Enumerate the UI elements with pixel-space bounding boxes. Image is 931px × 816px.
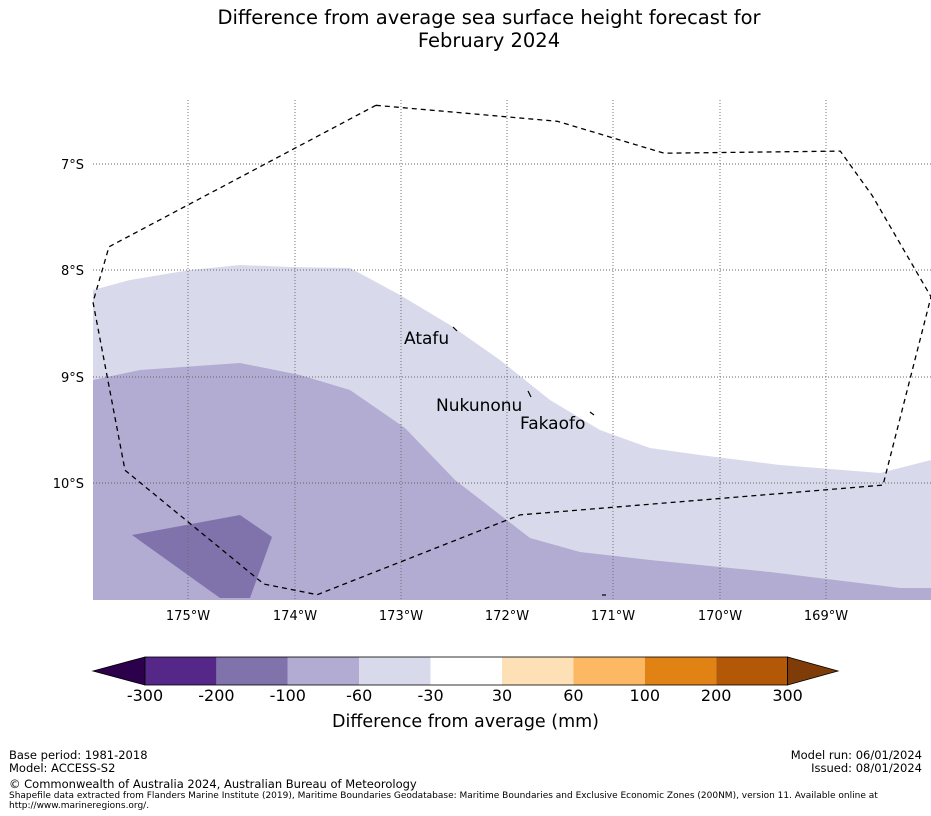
lon-label: 172°W [485, 609, 529, 624]
fakaofo-outline [589, 411, 595, 416]
colorbar-segment [502, 657, 574, 685]
footer-source-line-1: Shapefile data extracted from Flanders M… [9, 791, 878, 801]
lat-label: 9°S [61, 371, 84, 386]
nukunonu-outline [527, 390, 532, 398]
place-label-nukunonu: Nukunonu [436, 396, 522, 416]
island-outlines [452, 326, 606, 596]
colorbar-segment [716, 657, 788, 685]
colorbar-min-extension [91, 656, 146, 686]
footer-base-period: Base period: 1981-2018 [9, 748, 148, 762]
place-label-fakaofo: Fakaofo [520, 414, 585, 434]
anomaly-region-minus-100-to-minus-200 [132, 515, 272, 598]
colorbar-tick-label: -100 [269, 686, 306, 705]
colorbar-tick-label: 60 [563, 686, 584, 705]
title-line-1: Difference from average sea surface heig… [217, 6, 761, 29]
lon-label: 175°W [166, 609, 210, 624]
colorbar-tick-label: 100 [629, 686, 661, 705]
lat-label: 7°S [61, 158, 84, 173]
colorbar-segment [359, 657, 431, 685]
lon-label: 169°W [804, 609, 848, 624]
footer-model-run: Model run: 06/01/2024 [790, 748, 922, 762]
colorbar-outline [144, 656, 788, 686]
colorbar-tick-label: -60 [346, 686, 373, 705]
colorbar-title: Difference from average (mm) [331, 712, 600, 732]
footer-source-line-2: http://www.marineregions.org/. [9, 801, 150, 811]
colorbar-segment [216, 657, 288, 685]
colorbar-tick-label: -200 [198, 686, 235, 705]
colorbar-tick-label: -300 [126, 686, 164, 705]
colorbar-segment [287, 657, 360, 685]
footer-issued: Issued: 08/01/2024 [811, 761, 922, 775]
colorbar-segment [430, 657, 502, 685]
lat-label: 10°S [53, 477, 84, 492]
map-title: Difference from average sea surface heig… [0, 6, 931, 52]
longitude-labels: 175°W 174°W 173°W 172°W 171°W 170°W 169°… [166, 609, 848, 624]
colorbar-segment [573, 657, 645, 685]
place-label-atafu: Atafu [404, 329, 449, 349]
lon-label: 171°W [591, 609, 635, 624]
colorbar-segment [644, 657, 717, 685]
lat-label: 8°S [61, 264, 84, 279]
colorbar-max-extension [787, 656, 840, 686]
footer-model: Model: ACCESS-S2 [9, 761, 116, 775]
colorbar-segment [145, 657, 217, 685]
colorbar-tick-label: 200 [700, 686, 732, 705]
colorbar-tick-label: 300 [772, 686, 803, 705]
lon-label: 173°W [379, 609, 423, 624]
lon-label: 170°W [698, 609, 742, 624]
eez-boundary [92, 104, 931, 596]
colorbar-tick-label: 30 [491, 686, 513, 705]
lon-label: 174°W [273, 609, 317, 624]
anomaly-region-minus-60-to-minus-100 [93, 363, 931, 600]
footer-copyright: © Commonwealth of Australia 2024, Austra… [9, 777, 417, 791]
colorbar [91, 656, 840, 686]
colorbar-tick-label: -30 [417, 686, 444, 705]
title-line-2: February 2024 [417, 29, 561, 52]
graticule [93, 100, 931, 600]
latitude-labels: 7°S 8°S 9°S 10°S [53, 158, 84, 492]
atafu-outline [452, 326, 458, 332]
